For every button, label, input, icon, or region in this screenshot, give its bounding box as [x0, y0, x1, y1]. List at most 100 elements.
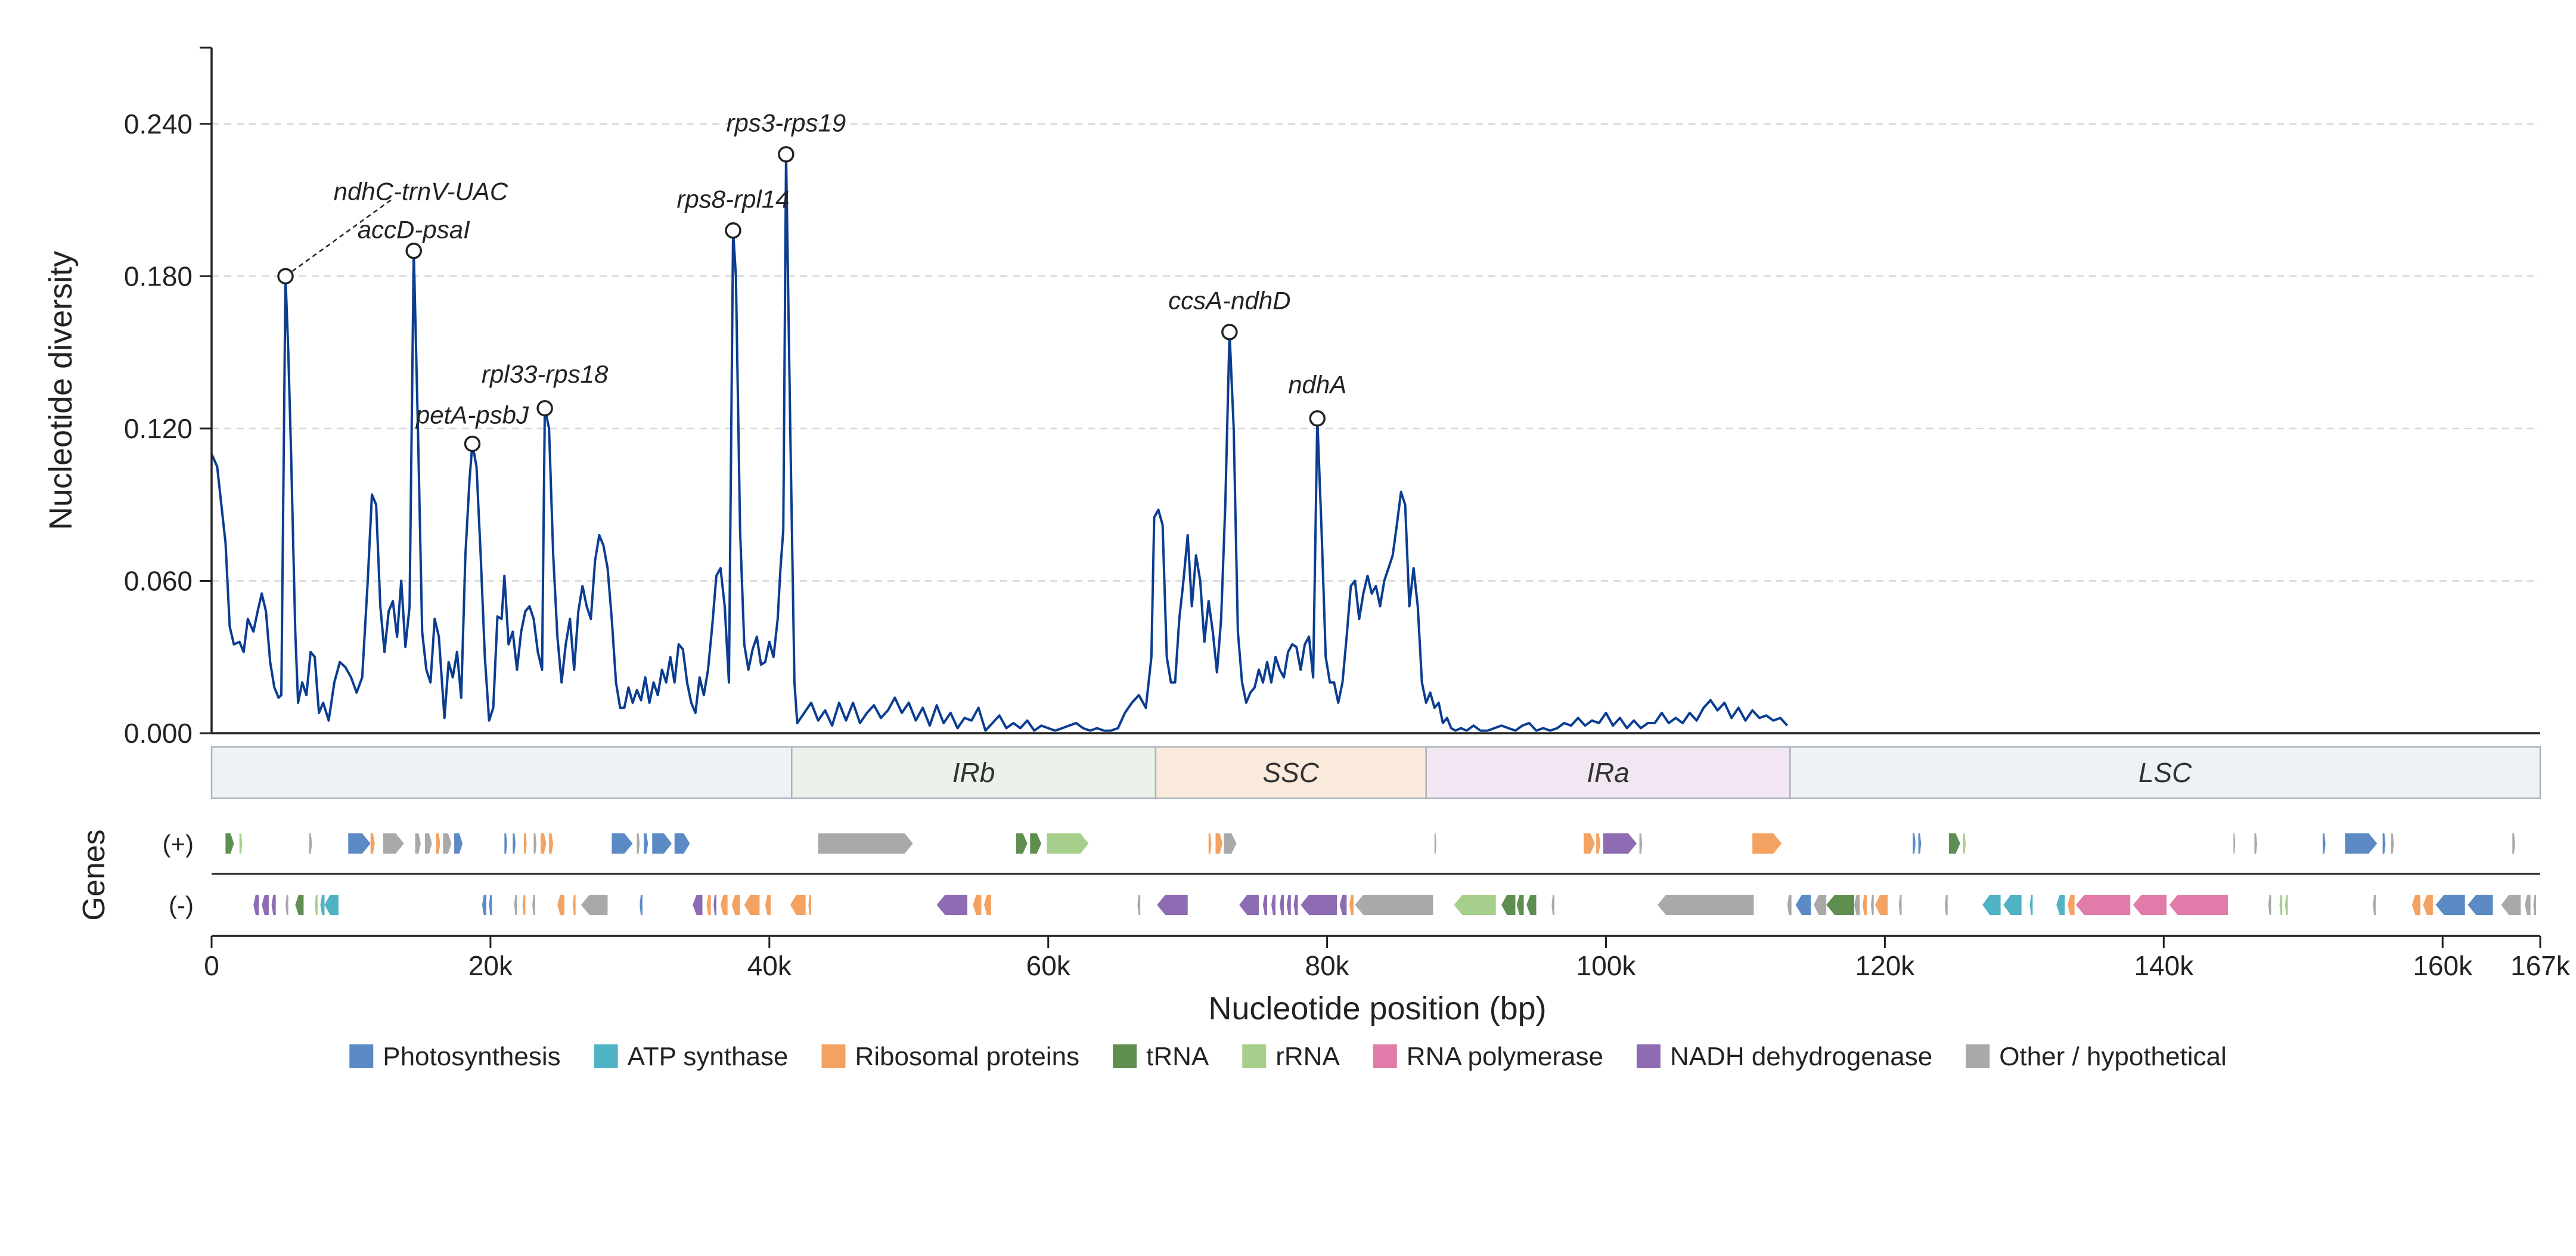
gene-plus-strand [818, 833, 913, 854]
legend-swatch [1242, 1044, 1267, 1068]
gene-minus-strand [2029, 895, 2033, 915]
gene-minus-strand [2468, 895, 2493, 915]
x-tick-label: 0 [204, 950, 219, 981]
gene-plus-strand [2233, 833, 2236, 854]
x-tick-label: 20k [468, 950, 513, 981]
y-tick-label: 0.060 [124, 565, 193, 596]
gene-minus-strand [1501, 895, 1516, 915]
region-bar-layer: IRb SSC IRa LSC [210, 746, 2541, 799]
gene-plus-strand [1918, 833, 1922, 854]
peak-label: ccsA-ndhD [1168, 287, 1290, 315]
legend-label: RNA polymerase [1407, 1042, 1603, 1071]
gene-minus-strand [808, 895, 811, 915]
diversity-series-line [210, 153, 1789, 732]
gene-minus-strand [1262, 895, 1268, 915]
gene-minus-strand [1871, 895, 1874, 915]
region-label: LSC [2139, 757, 2192, 788]
gene-minus-strand [2423, 895, 2433, 915]
gene-track-layer: 0 20k 40k 60k 80k 100k 120k 140k 160k 167k [204, 833, 2571, 981]
peak-marker [277, 268, 294, 285]
peak-marker [536, 400, 553, 417]
gene-minus-strand [1454, 895, 1496, 915]
y-tick-label: 0.240 [124, 108, 193, 139]
x-tick-label: 167k [2510, 950, 2571, 981]
gene-minus-strand [1355, 895, 1433, 915]
x-tick-label: 100k [1576, 950, 1637, 981]
gene-minus-strand [984, 895, 991, 915]
gene-minus-strand [1854, 895, 1860, 915]
x-tick-label: 140k [2134, 950, 2194, 981]
gene-minus-strand [2525, 895, 2531, 915]
gene-minus-strand [765, 895, 771, 915]
gene-minus-strand [744, 895, 760, 915]
gene-minus-strand [489, 895, 492, 915]
grid-layer [212, 123, 2540, 582]
peak-marker [1309, 410, 1326, 427]
gene-minus-strand [1239, 895, 1259, 915]
gene-plus-strand [524, 833, 527, 854]
gene-plus-strand [2345, 833, 2378, 854]
gene-plus-strand [1949, 833, 1960, 854]
gene-minus-strand [1301, 895, 1337, 915]
region-label: IRb [952, 757, 995, 788]
gene-plus-strand [541, 833, 547, 854]
gene-plus-strand [504, 833, 507, 854]
gene-plus-strand [443, 833, 452, 854]
gene-plus-strand [1752, 833, 1782, 854]
gene-plus-strand [1963, 833, 1966, 854]
peak-label: rpl33-rps18 [482, 360, 609, 388]
legend-label: Photosynthesis [383, 1042, 560, 1071]
peak-label: ndhA [1288, 370, 1346, 398]
gene-plus-strand [309, 833, 312, 854]
gene-plus-strand [1603, 833, 1637, 854]
legend-swatch [1113, 1044, 1137, 1068]
gene-minus-strand [2373, 895, 2376, 915]
region-segment [790, 746, 1157, 799]
gene-plus-strand [239, 833, 243, 854]
peak-label: rps3-rps19 [726, 109, 846, 137]
gene-minus-strand [2268, 895, 2271, 915]
legend-swatch [1966, 1044, 1990, 1068]
peak-label: ndhC-trnV-UAC [334, 178, 508, 206]
legend-swatch [594, 1044, 618, 1068]
gene-plus-strand [513, 833, 516, 854]
gene-plus-strand [1047, 833, 1089, 854]
gene-minus-strand [1658, 895, 1754, 915]
gene-minus-strand [720, 895, 728, 915]
gene-plus-strand [1913, 833, 1916, 854]
gene-minus-strand [320, 895, 325, 915]
legend-label: tRNA [1146, 1042, 1209, 1071]
gene-minus-strand [1862, 895, 1867, 915]
gene-minus-strand [572, 895, 576, 915]
peak-marker [1221, 324, 1238, 340]
gene-minus-strand [557, 895, 564, 915]
gene-plus-strand [674, 833, 690, 854]
gene-plus-strand [652, 833, 672, 854]
legend-label: Ribosomal proteins [855, 1042, 1079, 1071]
x-tick-label: 40k [747, 950, 792, 981]
gene-minus-strand [253, 895, 259, 915]
axes-layer: 0.000 0.060 0.120 0.180 0.240 [124, 46, 2540, 749]
gene-minus-strand [693, 895, 703, 915]
gene-minus-strand [713, 895, 716, 915]
gene-plus-strand [549, 833, 554, 854]
gene-minus-strand [1280, 895, 1284, 915]
gene-plus-strand [225, 833, 234, 854]
gene-minus-strand [2056, 895, 2065, 915]
gene-plus-strand [2512, 833, 2515, 854]
peak-label: rps8-rpl14 [676, 185, 789, 213]
gene-minus-strand [640, 895, 643, 915]
gene-plus-strand [2323, 833, 2326, 854]
gene-plus-strand [2254, 833, 2258, 854]
gene-minus-strand [2075, 895, 2131, 915]
gene-minus-strand [1551, 895, 1554, 915]
legend-label: ATP synthase [628, 1042, 789, 1071]
x-axis-label: Nucleotide position (bp) [1208, 991, 1546, 1026]
genes-track-label: Genes [77, 829, 111, 920]
region-segment [210, 746, 793, 799]
gene-plus-strand [383, 833, 404, 854]
gene-plus-strand [415, 833, 421, 854]
gene-minus-strand [1293, 895, 1298, 915]
gene-plus-strand [1596, 833, 1601, 854]
